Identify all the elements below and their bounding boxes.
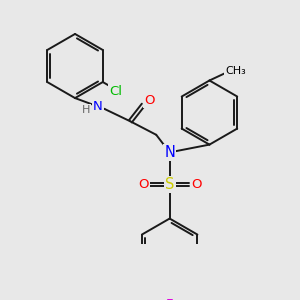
Text: N: N	[164, 145, 175, 160]
Text: H: H	[82, 105, 91, 115]
Text: Cl: Cl	[109, 85, 122, 98]
Text: F: F	[166, 298, 173, 300]
Text: O: O	[191, 178, 201, 191]
Text: O: O	[138, 178, 148, 191]
Text: CH₃: CH₃	[225, 66, 246, 76]
Text: N: N	[93, 100, 103, 113]
Text: O: O	[144, 94, 155, 107]
Text: S: S	[165, 177, 174, 192]
